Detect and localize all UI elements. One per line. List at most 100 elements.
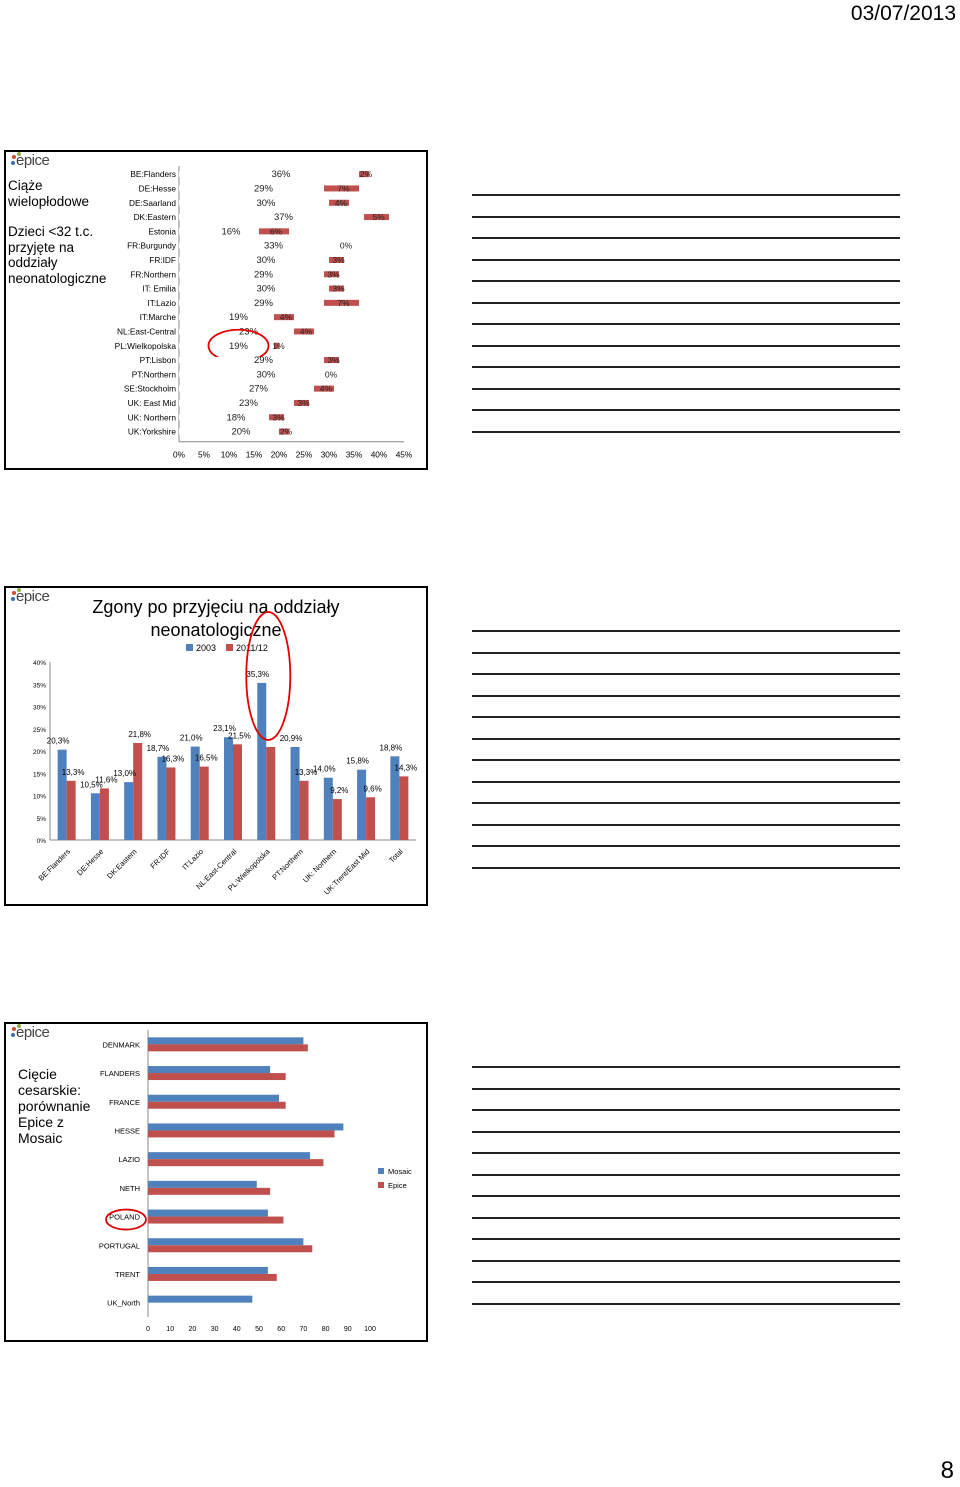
bar-value-label: 3% — [332, 255, 345, 265]
category-label: FRANCE — [109, 1098, 140, 1107]
title-line: cesarskie: — [18, 1082, 82, 1098]
category-label: BE:Flanders — [130, 169, 176, 179]
bar-value-label: 27% — [249, 384, 269, 395]
data-label: 16,3% — [162, 754, 185, 763]
chart-caesarean-epice-mosaic: DENMARK FLANDERS FRANCE HESSE LAZIO NETH POLAN… — [99, 1030, 412, 1333]
category-label: HESSE — [115, 1126, 140, 1135]
category-label: DE:Saarland — [129, 198, 176, 208]
category-label: PORTUGAL — [99, 1241, 140, 1250]
x-tick-label: 20% — [271, 450, 288, 460]
bar-segment-2 — [364, 214, 389, 221]
legend-label: 2011/12 — [236, 643, 268, 653]
bar-segment-2 — [269, 414, 284, 421]
highlight-circle — [105, 1208, 147, 1231]
bar-value-label: 29% — [254, 355, 274, 366]
data-label: 18,7% — [147, 744, 170, 753]
bar-segment-1 — [179, 399, 294, 406]
bar-2003 — [257, 682, 267, 840]
bar-2011 — [99, 788, 109, 840]
x-category-label: DE:Hesse — [75, 847, 105, 877]
bar-segment-1 — [179, 299, 324, 306]
bar-value-label: 4% — [320, 384, 333, 394]
bar-mosaic — [148, 1037, 304, 1045]
notes-lines-1 — [472, 150, 900, 470]
bar-segment-1 — [179, 314, 274, 321]
title-line: Epice z — [18, 1114, 64, 1130]
bar-epice — [148, 1187, 271, 1195]
bar-value-label: 33% — [264, 241, 284, 252]
chart-multiple-births-stacked: BE:Flanders 36% 2% DE:Hesse 29% 7% DE:Saarland… — [115, 166, 413, 460]
data-label: 21,5% — [228, 731, 251, 740]
title-line: neonatologiczne — [150, 620, 282, 640]
bar-epice — [148, 1044, 308, 1052]
bar-segment-2 — [294, 328, 314, 335]
bar-value-label: 29% — [254, 298, 274, 309]
category-label: FR:Burgundy — [127, 241, 177, 251]
bar-segment-1 — [179, 242, 344, 249]
legend-label: Mosaic — [388, 1167, 412, 1176]
bar-segment-2 — [324, 271, 339, 278]
category-label: SE:Stockholm — [124, 384, 176, 394]
data-label: 14,0% — [313, 765, 336, 774]
bar-segment-1 — [179, 171, 359, 178]
bar-value-label: 19% — [229, 341, 249, 352]
bar-2011 — [66, 780, 76, 840]
bar-mosaic — [148, 1094, 279, 1102]
logo-text: epice — [16, 1024, 50, 1041]
category-label: UK:Yorkshire — [128, 427, 176, 437]
x-tick-label: 10 — [166, 1326, 174, 1333]
category-label: LAZIO — [118, 1155, 140, 1164]
bar-2011 — [299, 780, 309, 840]
category-label: FR:Northern — [130, 269, 176, 279]
bar-value-label: 7% — [337, 298, 350, 308]
legend-swatch-epice — [378, 1182, 384, 1188]
x-tick-label: 90 — [344, 1326, 352, 1333]
x-category-label: Total — [387, 847, 405, 865]
legend-swatch-mosaic — [378, 1168, 384, 1174]
logo-text: epice — [16, 588, 50, 605]
legend-swatch-2003 — [186, 644, 193, 651]
title-line: neonatologiczne — [8, 270, 107, 286]
data-label: 14,3% — [395, 763, 418, 772]
y-tick-label: 10% — [33, 794, 46, 801]
bar-segment-2 — [274, 342, 279, 349]
x-tick-label: 40 — [233, 1326, 241, 1333]
title-line: porównanie — [18, 1098, 91, 1114]
bar-2003 — [124, 782, 134, 840]
bar-value-label: 4% — [335, 198, 348, 208]
bar-mosaic — [148, 1180, 257, 1188]
bar-segment-1 — [179, 371, 329, 378]
bar-mosaic — [148, 1266, 268, 1274]
bar-epice — [148, 1159, 324, 1167]
bar-value-label: 1% — [272, 341, 285, 351]
category-label: NETH — [120, 1184, 140, 1193]
bar-value-label: 30% — [256, 198, 276, 209]
category-label: UK_North — [107, 1299, 140, 1308]
notes-lines-2 — [472, 586, 900, 906]
bar-segment-2 — [329, 285, 344, 292]
bar-segment-2 — [259, 228, 289, 235]
x-tick-label: 0 — [146, 1326, 150, 1333]
bar-segment-2 — [294, 399, 309, 406]
x-tick-label: 60 — [277, 1326, 285, 1333]
bar-value-label: 3% — [297, 398, 310, 408]
x-category-label: IT:Lazio — [180, 847, 205, 872]
bar-value-label: 3% — [327, 355, 340, 365]
data-label: 20,3% — [47, 737, 70, 746]
epice-logo: epice — [10, 1024, 50, 1042]
bar-value-label: 0% — [340, 241, 353, 251]
bar-segment-1 — [179, 342, 274, 349]
data-label: 20,9% — [280, 734, 303, 743]
bar-segment-1 — [179, 357, 324, 364]
bar-segment-2 — [324, 185, 359, 192]
data-label: 15,8% — [346, 757, 369, 766]
slide3-title: Cięcie cesarskie: porównanie Epice z Mos… — [18, 1066, 90, 1146]
bar-segment-1 — [179, 185, 324, 192]
bar-value-label: 18% — [226, 412, 246, 423]
x-tick-label: 30% — [321, 450, 338, 460]
x-category-label: BE:Flanders — [36, 847, 72, 883]
bar-segment-1 — [179, 271, 324, 278]
x-category-label: PT:Northern — [270, 847, 305, 882]
highlight-circle — [245, 611, 292, 741]
data-label: 11,6% — [95, 775, 117, 784]
